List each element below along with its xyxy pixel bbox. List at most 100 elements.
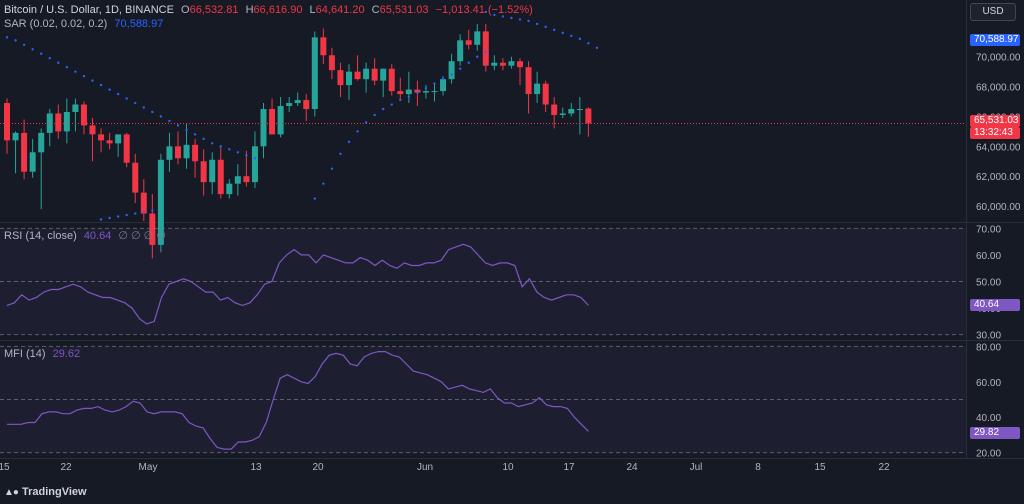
candle-body	[192, 144, 199, 162]
sar-dot	[330, 167, 334, 170]
open-value: 66,532.81	[189, 4, 239, 16]
candle-body	[183, 144, 190, 159]
change-value: −1,013.41 (−1.52%)	[435, 4, 533, 16]
time-tick-label: 10	[502, 462, 514, 473]
rsi-line	[6, 243, 589, 325]
sar-dot	[313, 197, 316, 200]
sar-dot	[561, 31, 564, 35]
candle-body	[551, 104, 558, 115]
candle-body	[12, 132, 19, 141]
sar-dot	[211, 142, 214, 145]
candle-body	[269, 109, 276, 135]
symbol-title: Bitcoin / U.S. Dollar, 1D, BINANCE	[4, 4, 174, 16]
candle-body	[405, 89, 412, 95]
open-label: O	[181, 4, 190, 16]
rsi-label: RSI (14, close)	[4, 230, 77, 242]
sar-dot	[193, 133, 197, 136]
mfi-legend[interactable]: MFI (14) 29.62	[4, 348, 84, 360]
sar-dot	[125, 213, 128, 217]
sar-dot	[578, 37, 582, 41]
candle-body	[226, 183, 233, 195]
candle-body	[72, 104, 79, 112]
candle-body	[380, 68, 387, 81]
tradingview-logo[interactable]: ▲● TradingView	[4, 486, 87, 498]
low-label: L	[309, 4, 316, 16]
sar-dot	[322, 182, 325, 185]
time-tick-label: 22	[878, 462, 890, 473]
candle-body	[371, 68, 378, 81]
sar-dot	[476, 55, 479, 58]
sar-dot	[5, 36, 9, 39]
candle-body	[166, 146, 173, 160]
sar-dot	[236, 151, 240, 154]
candle-body	[525, 67, 532, 95]
time-tick-label: 17	[563, 462, 575, 473]
sar-dot	[185, 128, 188, 132]
rsi-tick-label: 60.00	[976, 251, 1001, 262]
sar-dot	[347, 140, 351, 144]
candle-body	[491, 62, 498, 66]
price-tick-label: 68,000.00	[976, 83, 1021, 94]
sar-dot	[570, 34, 573, 38]
currency-button[interactable]: USD	[970, 3, 1016, 21]
sar-dot	[441, 77, 445, 81]
sar-dot	[202, 137, 205, 141]
sar-dot	[484, 51, 487, 54]
sar-dot	[245, 154, 248, 157]
sar-dot	[125, 97, 128, 100]
sar-dot	[535, 22, 539, 26]
sar-dot	[108, 216, 111, 220]
sar-dot	[40, 52, 43, 55]
time-tick-label: Jun	[417, 462, 433, 473]
sar-label: SAR (0.02, 0.02, 0.2)	[4, 18, 108, 30]
rsi-value-tag: 40.64	[970, 299, 1020, 311]
candle-body	[576, 109, 583, 110]
sar-dot	[99, 218, 103, 221]
sar-dot	[424, 86, 428, 90]
symbol-legend[interactable]: Bitcoin / U.S. Dollar, 1D, BINANCE O66,5…	[4, 4, 537, 16]
candle-body	[63, 111, 70, 132]
candle-body	[200, 161, 207, 183]
candle-body	[38, 132, 45, 153]
sar-price-tag: 70,588.97	[970, 34, 1020, 46]
candle-body	[457, 40, 464, 62]
candle-body	[422, 91, 429, 93]
sar-dot	[467, 61, 470, 64]
sar-dot	[48, 57, 51, 60]
sar-legend[interactable]: SAR (0.02, 0.02, 0.2) 70,588.97	[4, 18, 167, 30]
mfi-tick-label: 40.00	[976, 413, 1001, 424]
candle-body	[397, 91, 404, 95]
sar-dot	[544, 25, 547, 29]
candle-body	[354, 71, 361, 80]
candle-body	[46, 113, 53, 133]
candle-body	[542, 83, 549, 105]
candle-body	[106, 140, 113, 144]
candle-body	[440, 79, 447, 92]
high-label: H	[245, 4, 254, 16]
sar-dot	[228, 148, 231, 151]
mfi-value-tag: 29.82	[970, 427, 1020, 439]
sar-dot	[433, 82, 436, 85]
mfi-line	[7, 351, 589, 450]
candle-body	[175, 146, 181, 159]
oscillator-panes	[6, 243, 589, 450]
time-tick-label: 8	[755, 462, 761, 473]
candle-body	[568, 109, 575, 114]
sar-dot	[142, 106, 145, 109]
sar-dot	[510, 16, 513, 20]
candle-body	[29, 152, 36, 172]
sar-dot	[364, 121, 368, 124]
sar-dot	[82, 74, 86, 78]
candle-body	[431, 91, 438, 93]
sar-dot	[253, 157, 257, 160]
candle-body	[320, 37, 327, 56]
sar-dot	[356, 130, 359, 133]
sar-dot	[399, 98, 402, 102]
rsi-extra: ∅ ∅ ∅ ∅	[118, 230, 166, 242]
candle-body	[140, 192, 147, 214]
time-tick-label: 24	[626, 462, 638, 473]
sar-dot	[134, 212, 137, 215]
sar-dot	[553, 28, 556, 32]
rsi-legend[interactable]: RSI (14, close) 40.64 ∅ ∅ ∅ ∅	[4, 229, 170, 242]
